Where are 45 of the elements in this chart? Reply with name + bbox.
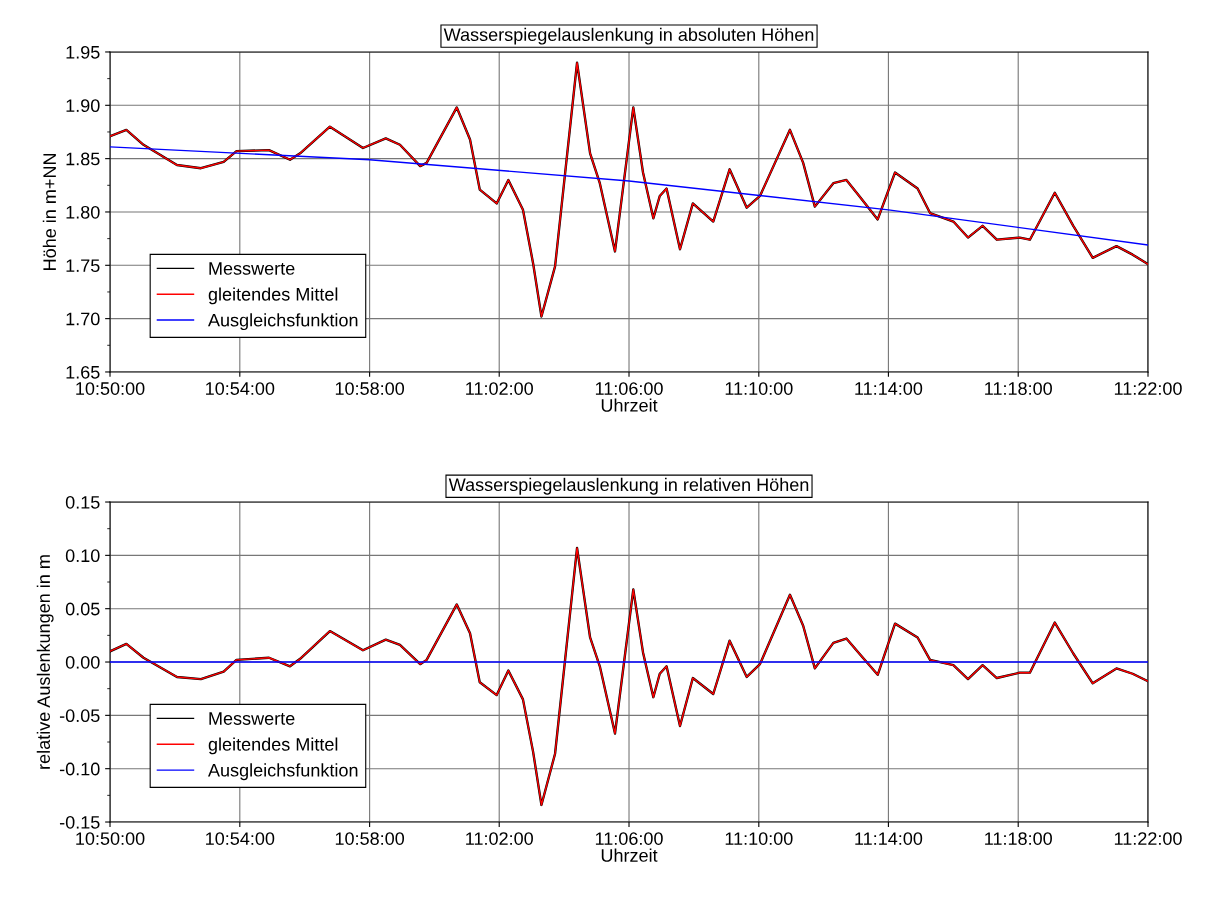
x-tick-label: 11:06:00	[595, 832, 663, 845]
x-tick-label: 11:14:00	[855, 832, 923, 845]
x-tick-label: 10:54:00	[206, 382, 275, 395]
y-tick-label: 0.10	[65, 549, 100, 563]
y-tick-label: 0.00	[65, 655, 100, 669]
y-tick-label: 1.65	[66, 365, 100, 379]
legend-label: Ausgleichsfunktion	[208, 313, 358, 331]
chart-title: Wasserspiegelauslenkung in relativen Höhen	[448, 477, 809, 495]
x-tick-label: 11:10:00	[725, 382, 793, 395]
x-tick-label: 11:06:00	[595, 382, 663, 395]
x-axis-title: Uhrzeit	[601, 398, 658, 412]
legend-label: gleitendes Mittel	[208, 737, 338, 755]
y-axis-title: relative Auslenkungen in m	[36, 555, 54, 769]
y-tick-label: -0.05	[59, 709, 100, 723]
x-tick-label: 10:50:00	[76, 832, 145, 845]
y-tick-label: 1.80	[66, 205, 100, 219]
y-tick-label: -0.10	[59, 762, 100, 776]
legend-label: Ausgleichsfunktion	[208, 763, 358, 781]
y-tick-label: 1.70	[66, 312, 100, 326]
x-tick-label: 11:18:00	[985, 832, 1052, 845]
legend-label: Messwerte	[209, 712, 295, 725]
x-tick-label: 10:50:00	[76, 382, 145, 395]
x-tick-label: 11:02:00	[466, 382, 533, 395]
y-tick-label: 1.75	[66, 259, 100, 273]
x-tick-label: 11:18:00	[985, 382, 1052, 395]
x-tick-label: 11:22:00	[1114, 382, 1182, 395]
y-tick-label: 0.15	[65, 495, 100, 509]
x-tick-label: 11:02:00	[466, 832, 533, 845]
x-tick-label: 10:58:00	[335, 832, 405, 845]
chart-title: Wasserspiegelauslenkung in absoluten Höhen	[443, 27, 814, 45]
y-tick-label: 1.85	[66, 152, 100, 166]
y-tick-label: 1.95	[66, 45, 100, 59]
y-axis-title: Höhe in m+NN	[42, 153, 57, 270]
x-tick-label: 10:58:00	[335, 382, 405, 395]
x-axis-title: Uhrzeit	[601, 848, 658, 862]
y-tick-label: 0.05	[65, 602, 100, 616]
y-tick-label: -0.15	[59, 815, 100, 829]
legend-label: gleitendes Mittel	[208, 287, 338, 305]
y-tick-label: 1.90	[66, 99, 100, 113]
line-series	[110, 146, 1148, 246]
x-tick-label: 11:14:00	[855, 382, 923, 395]
x-tick-label: 10:54:00	[206, 832, 275, 845]
x-tick-label: 11:22:00	[1114, 832, 1182, 845]
legend-label: Messwerte	[209, 262, 295, 275]
x-tick-label: 11:10:00	[725, 832, 793, 845]
